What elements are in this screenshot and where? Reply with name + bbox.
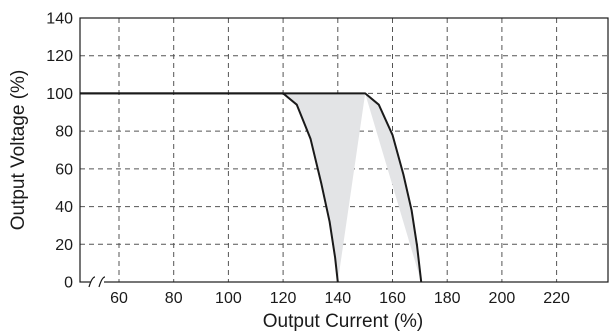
x-tick-label: 180 bbox=[434, 290, 461, 307]
axis-break-gap bbox=[91, 275, 104, 289]
y-tick-label: 0 bbox=[64, 275, 73, 292]
limit-band bbox=[283, 93, 422, 283]
x-tick-label: 200 bbox=[489, 290, 516, 307]
x-tick-label: 160 bbox=[379, 290, 406, 307]
x-tick-label: 220 bbox=[543, 290, 570, 307]
x-tick-label: 140 bbox=[324, 290, 351, 307]
x-tick-label: 60 bbox=[110, 290, 128, 307]
axis-break-mark bbox=[88, 276, 106, 288]
plot-frame bbox=[79, 17, 609, 283]
y-tick-label: 60 bbox=[55, 161, 73, 178]
axes bbox=[79, 17, 609, 289]
x-axis-label: Output Current (%) bbox=[263, 311, 424, 331]
y-tick-label: 120 bbox=[46, 48, 73, 65]
y-tick-label: 100 bbox=[46, 86, 73, 103]
x-tick-label: 120 bbox=[270, 290, 297, 307]
y-tick-label: 140 bbox=[46, 11, 73, 28]
y-tick-label: 20 bbox=[55, 237, 73, 254]
tick-labels: 60 80 100 120 140 160 180 200 220 0 20 40 60 80 100 120… bbox=[46, 11, 570, 308]
x-tick-label: 100 bbox=[215, 290, 242, 307]
limit-band-area bbox=[283, 93, 422, 283]
series-line-2 bbox=[80, 92, 423, 283]
y-axis-label: Output Voltage (%) bbox=[8, 70, 29, 231]
series-lines bbox=[80, 92, 423, 283]
y-tick-label: 40 bbox=[55, 199, 73, 216]
y-tick-label: 80 bbox=[55, 124, 73, 141]
series-line-1 bbox=[80, 92, 339, 283]
x-tick-label: 80 bbox=[165, 290, 183, 307]
